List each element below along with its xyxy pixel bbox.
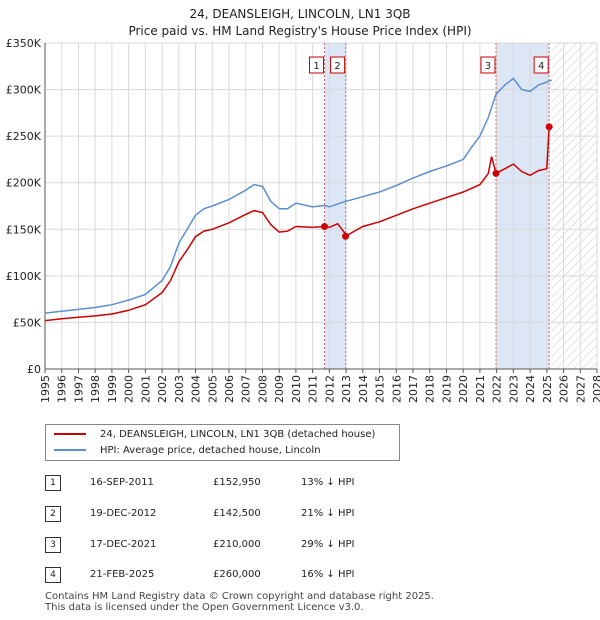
sale-label: 2 <box>334 61 340 72</box>
x-tick-label: 2025 <box>541 375 554 403</box>
sale-point <box>321 223 329 231</box>
x-tick-label: 2024 <box>524 375 537 403</box>
x-tick-label: 2000 <box>123 375 136 403</box>
footer-license: This data is licensed under the Open Gov… <box>45 602 364 613</box>
footer-copyright: Contains HM Land Registry data © Crown c… <box>45 591 434 602</box>
chart-subtitle: Price paid vs. HM Land Registry's House … <box>128 24 472 38</box>
x-tick-label: 2007 <box>240 375 253 403</box>
x-tick-label: 2008 <box>256 375 269 403</box>
x-tick-label: 2004 <box>190 375 203 403</box>
sale-label-box <box>533 56 549 74</box>
sale-label: 3 <box>485 61 491 72</box>
x-tick-label: 1999 <box>106 375 119 403</box>
transaction-price: £142,500 <box>213 508 261 519</box>
y-tick-label: £100K <box>6 270 42 283</box>
x-tick-label: 2015 <box>374 375 387 403</box>
x-tick-label: 2027 <box>574 375 587 403</box>
transaction-hpi-diff: 21% ↓ HPI <box>301 508 355 519</box>
transaction-number: 2 <box>45 506 61 522</box>
transaction-price: £152,950 <box>213 477 261 488</box>
legend-label-hpi: HPI: Average price, detached house, Linc… <box>100 445 321 456</box>
chart-title: 24, DEANSLEIGH, LINCOLN, LN1 3QB <box>189 7 411 21</box>
sale-label: 1 <box>313 61 319 72</box>
x-tick-label: 2009 <box>273 375 286 403</box>
hpi-line <box>44 77 552 314</box>
transaction-number: 4 <box>45 567 61 583</box>
x-tick-label: 2003 <box>173 375 186 403</box>
y-tick-label: £300K <box>6 84 42 97</box>
sale-label-box <box>330 56 346 74</box>
shaded-period <box>495 43 550 369</box>
transaction-hpi-diff: 16% ↓ HPI <box>301 569 355 580</box>
x-tick-label: 2016 <box>390 375 403 403</box>
x-tick-label: 2014 <box>357 375 370 403</box>
x-tick-label: 2001 <box>139 375 152 403</box>
x-tick-label: 1996 <box>56 375 69 403</box>
transaction-date: 17-DEC-2021 <box>90 539 157 550</box>
forecast-hatch <box>551 43 597 369</box>
x-tick-label: 2026 <box>558 375 571 403</box>
price-chart: £0 £50K £100K £150K £200K £250K £300K £350K 1995… <box>6 37 600 403</box>
legend-swatch-property <box>54 433 86 435</box>
x-tick-label: 2019 <box>440 375 453 403</box>
x-tick-label: 2020 <box>457 375 470 403</box>
legend: 24, DEANSLEIGH, LINCOLN, LN1 3QB (detach… <box>45 424 400 461</box>
legend-item-hpi: HPI: Average price, detached house, Linc… <box>54 444 321 458</box>
x-tick-label: 2002 <box>156 375 169 403</box>
x-tick-label: 1998 <box>89 375 102 403</box>
x-tick-label: 2010 <box>290 375 303 403</box>
y-tick-label: £250K <box>6 130 42 143</box>
x-tick-label: 2005 <box>206 375 219 403</box>
x-tick-label: 1995 <box>39 375 52 403</box>
sale-label: 4 <box>538 61 544 72</box>
legend-item-property: 24, DEANSLEIGH, LINCOLN, LN1 3QB (detach… <box>54 428 375 442</box>
legend-swatch-hpi <box>54 449 86 451</box>
sale-point <box>545 123 553 131</box>
y-tick-label: £350K <box>6 37 42 50</box>
transaction-number: 3 <box>45 537 61 553</box>
x-tick-label: 2013 <box>340 375 353 403</box>
legend-label-property: 24, DEANSLEIGH, LINCOLN, LN1 3QB (detach… <box>100 429 376 440</box>
x-tick-label: 1997 <box>72 375 85 403</box>
transaction-hpi-diff: 13% ↓ HPI <box>301 477 355 488</box>
x-tick-label: 2017 <box>407 375 420 403</box>
sale-label-box <box>309 56 325 74</box>
y-tick-label: £50K <box>13 316 42 329</box>
transaction-number: 1 <box>45 475 61 491</box>
x-tick-label: 2012 <box>323 375 336 403</box>
y-tick-label: £150K <box>6 223 42 236</box>
y-tick-label: £0 <box>27 363 41 376</box>
transaction-price: £260,000 <box>213 569 261 580</box>
sale-label-box <box>480 56 496 74</box>
x-tick-label: 2028 <box>591 375 600 403</box>
x-tick-label: 2022 <box>491 375 504 403</box>
x-tick-label: 2011 <box>307 375 320 403</box>
transaction-hpi-diff: 29% ↓ HPI <box>301 539 355 550</box>
x-tick-label: 2006 <box>223 375 236 403</box>
transaction-date: 21-FEB-2025 <box>90 569 155 580</box>
x-tick-label: 2021 <box>474 375 487 403</box>
x-tick-label: 2018 <box>424 375 437 403</box>
transaction-price: £210,000 <box>213 539 261 550</box>
sale-point <box>342 232 350 240</box>
sale-point <box>492 169 500 177</box>
y-tick-label: £200K <box>6 177 42 190</box>
transaction-date: 16-SEP-2011 <box>90 477 154 488</box>
x-tick-label: 2023 <box>507 375 520 403</box>
transaction-date: 19-DEC-2012 <box>90 508 157 519</box>
